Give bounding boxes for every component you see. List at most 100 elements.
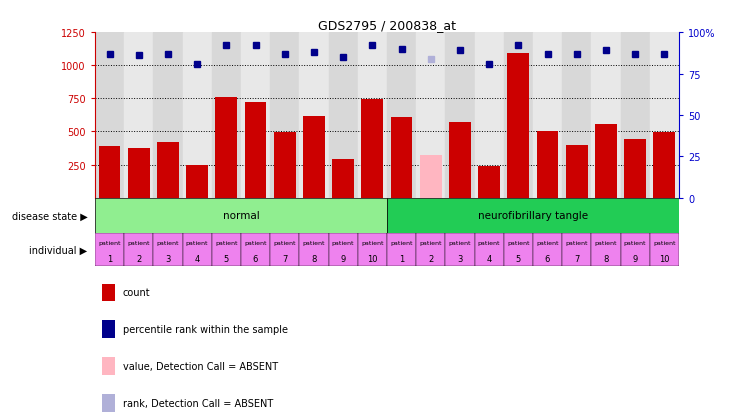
Bar	[620, 233, 650, 266]
Bar	[533, 33, 562, 198]
Bar	[566, 146, 588, 198]
Text: 7: 7	[282, 255, 288, 263]
Text: 1: 1	[107, 255, 112, 263]
Text: patient: patient	[449, 240, 471, 245]
Text: 9: 9	[340, 255, 346, 263]
Text: patient: patient	[245, 240, 266, 245]
Bar	[387, 198, 679, 233]
Text: 7: 7	[574, 255, 580, 263]
Text: patient: patient	[361, 240, 383, 245]
Bar	[128, 149, 150, 198]
Bar	[358, 233, 387, 266]
Bar	[241, 233, 270, 266]
Bar	[212, 233, 241, 266]
Bar	[504, 233, 533, 266]
Text: percentile rank within the sample: percentile rank within the sample	[123, 325, 288, 335]
Bar	[102, 394, 115, 411]
Bar	[215, 98, 237, 198]
Text: patient: patient	[420, 240, 442, 245]
Bar	[449, 123, 471, 198]
Text: 10: 10	[367, 255, 377, 263]
Text: patient: patient	[478, 240, 500, 245]
Bar	[186, 166, 208, 198]
Bar	[95, 33, 124, 198]
Bar	[99, 147, 120, 198]
Bar	[620, 33, 650, 198]
Text: patient: patient	[157, 240, 179, 245]
Bar	[303, 116, 325, 198]
Text: patient: patient	[653, 240, 675, 245]
Text: 3: 3	[457, 255, 463, 263]
Bar	[95, 198, 387, 233]
Bar	[562, 33, 591, 198]
Text: individual ▶: individual ▶	[29, 245, 88, 255]
Text: normal: normal	[223, 211, 259, 221]
Text: patient: patient	[186, 240, 208, 245]
Bar	[182, 33, 212, 198]
Text: disease state ▶: disease state ▶	[12, 211, 88, 221]
Bar	[416, 233, 445, 266]
Bar	[270, 233, 299, 266]
Text: 4: 4	[486, 255, 492, 263]
Bar	[241, 33, 270, 198]
Bar	[653, 133, 675, 198]
Text: 8: 8	[603, 255, 609, 263]
Text: patient: patient	[303, 240, 325, 245]
Bar	[474, 233, 504, 266]
Bar	[504, 33, 533, 198]
Text: 2: 2	[428, 255, 434, 263]
Bar	[270, 33, 299, 198]
Bar	[299, 33, 328, 198]
Text: 1: 1	[399, 255, 404, 263]
Text: value, Detection Call = ABSENT: value, Detection Call = ABSENT	[123, 361, 277, 371]
Bar	[420, 156, 442, 198]
Bar	[624, 140, 646, 198]
Bar	[153, 33, 182, 198]
Bar	[416, 33, 445, 198]
Text: patient: patient	[215, 240, 237, 245]
Bar	[445, 233, 475, 266]
Bar	[299, 233, 328, 266]
Bar	[157, 143, 179, 198]
Text: 8: 8	[311, 255, 317, 263]
Text: 2: 2	[136, 255, 142, 263]
Title: GDS2795 / 200838_at: GDS2795 / 200838_at	[318, 19, 456, 32]
Text: patient: patient	[624, 240, 646, 245]
Text: patient: patient	[99, 240, 120, 245]
Bar	[182, 233, 212, 266]
Text: patient: patient	[537, 240, 558, 245]
Bar	[387, 33, 416, 198]
Text: neurofibrillary tangle: neurofibrillary tangle	[478, 211, 588, 221]
Bar	[245, 103, 266, 198]
Bar	[124, 33, 153, 198]
Bar	[153, 233, 182, 266]
Bar	[332, 159, 354, 198]
Bar	[478, 166, 500, 198]
Text: 6: 6	[253, 255, 258, 263]
Bar	[102, 357, 115, 375]
Bar	[102, 320, 115, 338]
Text: 5: 5	[515, 255, 521, 263]
Bar	[445, 33, 475, 198]
Bar	[95, 233, 124, 266]
Text: 9: 9	[632, 255, 638, 263]
Bar	[387, 233, 416, 266]
Text: patient: patient	[332, 240, 354, 245]
Text: 3: 3	[165, 255, 171, 263]
Text: 10: 10	[659, 255, 669, 263]
Bar	[361, 100, 383, 198]
Bar	[650, 233, 679, 266]
Bar	[591, 33, 620, 198]
Bar	[358, 33, 387, 198]
Bar	[391, 118, 412, 198]
Text: patient: patient	[566, 240, 588, 245]
Bar	[328, 33, 358, 198]
Text: 6: 6	[545, 255, 550, 263]
Bar	[124, 233, 153, 266]
Text: patient: patient	[391, 240, 412, 245]
Text: patient: patient	[274, 240, 296, 245]
Text: patient: patient	[595, 240, 617, 245]
Bar	[595, 124, 617, 198]
Bar	[533, 233, 562, 266]
Bar	[102, 284, 115, 301]
